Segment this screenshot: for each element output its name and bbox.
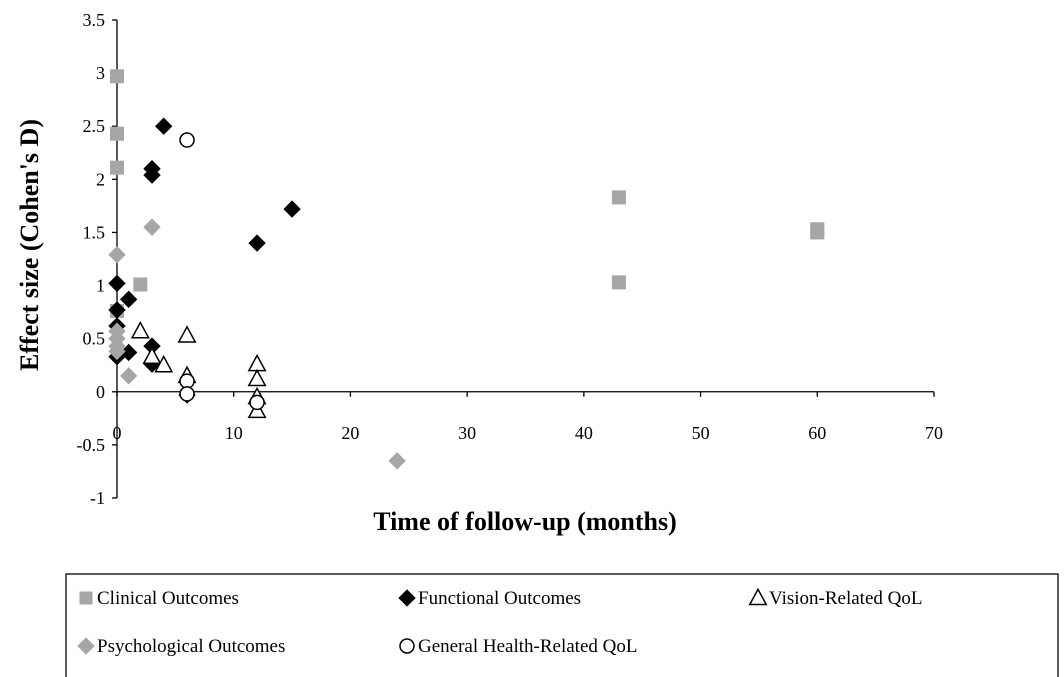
data-point-vision-related-qol	[177, 325, 197, 343]
data-point-clinical-outcomes	[133, 277, 148, 292]
legend-marker-clinical-outcomes	[79, 591, 93, 605]
data-point-psychological-outcomes	[388, 452, 406, 470]
y-tick-label: 1	[96, 276, 105, 296]
data-point-clinical-outcomes	[110, 160, 124, 175]
legend-marker-functional-outcomes	[398, 589, 416, 607]
x-tick-label: 40	[575, 423, 593, 443]
legend-label-vision-related-qol: Vision-Related QoL	[769, 588, 922, 609]
legend-box	[65, 573, 1059, 677]
data-point-functional-outcomes	[155, 117, 173, 135]
data-point-psychological-outcomes	[143, 218, 161, 236]
data-point-vision-related-qol	[142, 346, 162, 364]
y-tick-label: 3.5	[83, 10, 106, 30]
data-point-functional-outcomes	[143, 337, 161, 355]
data-point-functional-outcomes	[248, 234, 266, 252]
y-axis-ticks: -1 -0.5 0 0.5 1 1.5 2 2.5 3 3.5	[77, 10, 117, 508]
x-tick-label: 70	[925, 423, 943, 443]
data-point-vision-related-qol	[247, 353, 267, 372]
data-point-clinical-outcomes	[110, 126, 124, 141]
y-tick-label: 1.5	[83, 222, 106, 242]
legend-label-psychological-outcomes: Psychological Outcomes	[97, 636, 285, 657]
x-tick-label: 30	[458, 423, 476, 443]
legend-label-general-health-related-qol: General Health-Related QoL	[418, 636, 637, 657]
data-point-vision-related-qol	[130, 320, 150, 339]
legend-label-functional-outcomes: Functional Outcomes	[418, 588, 581, 609]
data-point-general-health-related-qol	[249, 394, 265, 411]
y-tick-label: -1	[90, 488, 105, 508]
data-point-functional-outcomes	[119, 290, 138, 309]
data-point-psychological-outcomes	[108, 342, 126, 361]
data-point-vision-related-qol	[247, 368, 267, 387]
data-point-clinical-outcomes	[810, 225, 825, 240]
x-tick-label: 60	[808, 423, 826, 443]
data-point-clinical-outcomes	[611, 190, 626, 205]
data-point-general-health-related-qol	[179, 373, 195, 389]
data-point-general-health-related-qol	[179, 386, 195, 402]
x-axis-ticks: 0 10 20 30 40 50 60 70	[113, 391, 943, 443]
y-tick-label: 0.5	[83, 329, 106, 349]
legend-marker-general-health-related-qol	[399, 638, 415, 654]
legend-marker-vision-related-qol	[748, 587, 768, 606]
x-tick-label: 20	[341, 423, 359, 443]
data-point-clinical-outcomes	[611, 275, 626, 290]
data-point-functional-outcomes	[108, 274, 126, 293]
y-tick-label: 2.5	[83, 116, 106, 136]
y-tick-label: 2	[96, 169, 105, 189]
data-point-clinical-outcomes	[110, 69, 124, 84]
data-point-vision-related-qol	[154, 354, 174, 373]
y-axis-title: Effect size (Cohen's D)	[15, 119, 44, 371]
data-point-general-health-related-qol	[179, 132, 195, 148]
data-point-functional-outcomes	[119, 343, 138, 362]
y-tick-label: 3	[96, 63, 105, 83]
legend: Clinical Outcomes Functional Outcomes Visi…	[65, 573, 1059, 677]
y-tick-label: -0.5	[77, 435, 106, 455]
data-point-functional-outcomes	[143, 166, 161, 184]
x-tick-label: 0	[113, 423, 122, 443]
y-tick-label: 0	[96, 382, 105, 402]
x-tick-label: 10	[225, 423, 243, 443]
data-point-psychological-outcomes	[108, 246, 126, 264]
x-tick-label: 50	[692, 423, 710, 443]
x-axis-title: Time of follow-up (months)	[373, 507, 677, 536]
legend-label-clinical-outcomes: Clinical Outcomes	[97, 588, 239, 609]
data-points	[108, 69, 825, 470]
legend-marker-psychological-outcomes	[77, 637, 95, 655]
data-point-functional-outcomes	[108, 301, 126, 319]
data-point-psychological-outcomes	[119, 367, 138, 385]
data-point-functional-outcomes	[283, 200, 301, 218]
